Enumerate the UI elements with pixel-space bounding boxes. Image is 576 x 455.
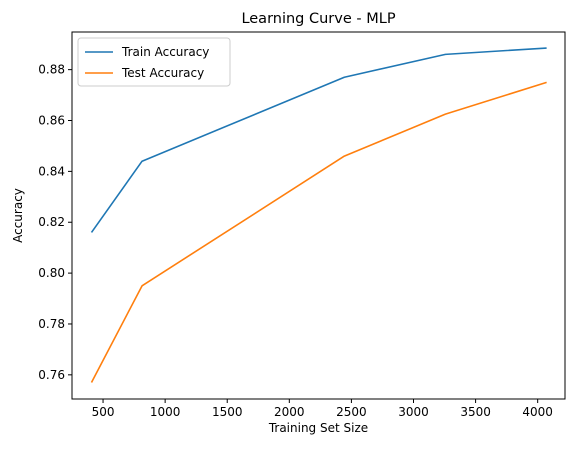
legend: Train Accuracy Test Accuracy bbox=[77, 37, 231, 87]
x-tick-label: 500 bbox=[92, 405, 115, 419]
x-tick-label: 2000 bbox=[274, 405, 305, 419]
y-tick-label: 0.78 bbox=[38, 317, 65, 331]
y-tick-label: 0.88 bbox=[38, 63, 65, 77]
y-tick-label: 0.84 bbox=[38, 164, 65, 178]
legend-label: Train Accuracy bbox=[121, 45, 209, 59]
series-line-train bbox=[90, 47, 547, 233]
plot-lines bbox=[90, 47, 547, 383]
x-tick-label: 3500 bbox=[460, 405, 491, 419]
y-tick-label: 0.82 bbox=[38, 215, 65, 229]
series-line-test bbox=[90, 81, 547, 383]
y-tick-label: 0.76 bbox=[38, 368, 65, 382]
legend-box bbox=[77, 37, 231, 87]
y-axis-label: Accuracy bbox=[11, 188, 25, 243]
y-tick-label: 0.86 bbox=[38, 114, 65, 128]
x-axis: 500 1000 1500 2000 2500 3000 3500 4000 bbox=[92, 399, 553, 419]
x-tick-label: 1000 bbox=[150, 405, 181, 419]
x-tick-label: 4000 bbox=[522, 405, 553, 419]
y-tick-label: 0.80 bbox=[38, 266, 65, 280]
legend-label: Test Accuracy bbox=[121, 66, 204, 80]
x-tick-label: 1500 bbox=[212, 405, 243, 419]
y-axis: 0.76 0.78 0.80 0.82 0.84 0.86 0.88 bbox=[38, 63, 72, 382]
plot-frame bbox=[71, 31, 566, 400]
chart-title: Learning Curve - MLP bbox=[241, 11, 395, 27]
x-tick-label: 3000 bbox=[398, 405, 429, 419]
x-tick-label: 2500 bbox=[336, 405, 367, 419]
x-axis-label: Training Set Size bbox=[268, 421, 368, 435]
